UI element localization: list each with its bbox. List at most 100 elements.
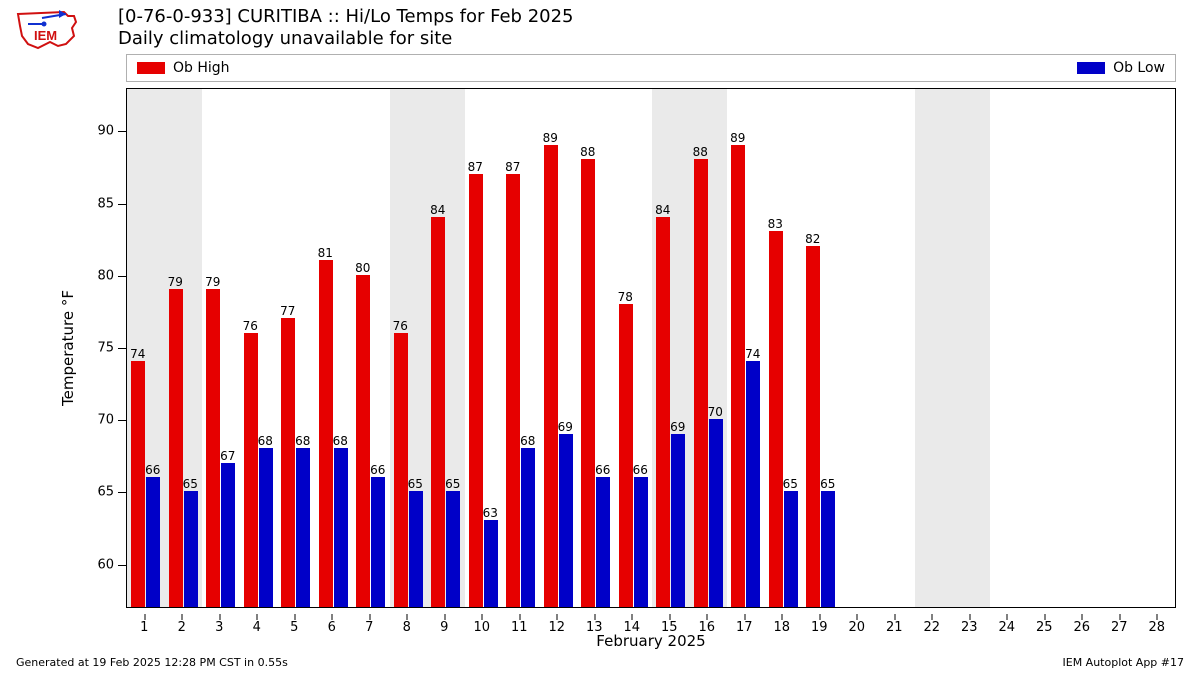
low-bar-label: 68: [295, 434, 310, 448]
high-bar-label: 79: [205, 275, 220, 289]
weekend-band: [915, 89, 990, 607]
high-bar: [469, 174, 483, 607]
low-bar: [146, 477, 160, 607]
chart-title: [0-76-0-933] CURITIBA :: Hi/Lo Temps for…: [118, 6, 574, 50]
x-tick-label: 20: [848, 620, 865, 635]
x-tick-label: 4: [253, 620, 261, 635]
high-bar-label: 89: [730, 131, 745, 145]
legend-high: Ob High: [137, 60, 230, 76]
low-bar-label: 65: [445, 477, 460, 491]
high-bar: [244, 333, 258, 607]
svg-text:IEM: IEM: [34, 28, 57, 43]
high-bar-label: 82: [805, 232, 820, 246]
high-bar: [694, 159, 708, 607]
high-bar-label: 84: [430, 203, 445, 217]
high-bar: [619, 304, 633, 607]
low-bar: [559, 434, 573, 607]
low-bar: [634, 477, 648, 607]
legend: Ob High Ob Low: [126, 54, 1176, 82]
low-bar: [521, 448, 535, 607]
high-bar: [544, 145, 558, 607]
low-bar: [221, 463, 235, 607]
low-bar: [259, 448, 273, 607]
high-bar: [319, 260, 333, 607]
low-bar-label: 63: [483, 506, 498, 520]
x-tick-label: 3: [215, 620, 223, 635]
x-tick-label: 28: [1148, 620, 1165, 635]
title-line2: Daily climatology unavailable for site: [118, 28, 574, 50]
y-tick-label: 90: [97, 124, 126, 139]
x-tick-label: 11: [511, 620, 528, 635]
title-line1: [0-76-0-933] CURITIBA :: Hi/Lo Temps for…: [118, 6, 574, 28]
y-tick-label: 60: [97, 557, 126, 572]
x-tick-label: 22: [923, 620, 940, 635]
low-bar: [184, 491, 198, 607]
x-tick-label: 10: [473, 620, 490, 635]
x-tick-label: 27: [1111, 620, 1128, 635]
low-bar: [671, 434, 685, 607]
chart-frame: Temperature °F February 2025 74667965796…: [126, 88, 1176, 608]
legend-high-label: Ob High: [173, 60, 230, 76]
low-bar-label: 69: [670, 420, 685, 434]
high-bar: [206, 289, 220, 607]
low-bar-label: 65: [820, 477, 835, 491]
x-tick-label: 18: [773, 620, 790, 635]
high-bar-label: 88: [580, 145, 595, 159]
low-bar-label: 69: [558, 420, 573, 434]
x-tick-label: 25: [1036, 620, 1053, 635]
y-tick-label: 75: [97, 341, 126, 356]
high-bar: [431, 217, 445, 607]
high-bar-label: 81: [318, 246, 333, 260]
x-tick-label: 1: [140, 620, 148, 635]
high-bar: [806, 246, 820, 607]
x-axis-label: February 2025: [596, 632, 705, 650]
low-bar: [371, 477, 385, 607]
low-bar: [296, 448, 310, 607]
x-tick-label: 24: [998, 620, 1015, 635]
high-bar-label: 83: [768, 217, 783, 231]
low-bar: [334, 448, 348, 607]
x-tick-label: 8: [403, 620, 411, 635]
low-bar: [746, 361, 760, 607]
high-bar: [131, 361, 145, 607]
low-bar-label: 74: [745, 347, 760, 361]
x-tick-label: 12: [548, 620, 565, 635]
x-tick-label: 13: [586, 620, 603, 635]
low-bar: [596, 477, 610, 607]
high-bar-label: 76: [393, 319, 408, 333]
high-bar: [169, 289, 183, 607]
high-bar-label: 76: [243, 319, 258, 333]
x-tick-label: 26: [1073, 620, 1090, 635]
y-axis-label: Temperature °F: [59, 290, 77, 406]
high-bar-label: 78: [618, 290, 633, 304]
high-bar: [731, 145, 745, 607]
high-bar-label: 77: [280, 304, 295, 318]
low-bar-label: 66: [633, 463, 648, 477]
legend-high-swatch: [137, 62, 165, 74]
low-bar: [484, 520, 498, 607]
low-bar-label: 68: [520, 434, 535, 448]
low-bar: [446, 491, 460, 607]
x-tick-label: 6: [328, 620, 336, 635]
x-tick-label: 7: [365, 620, 373, 635]
legend-low: Ob Low: [1077, 60, 1165, 76]
high-bar: [394, 333, 408, 607]
low-bar-label: 67: [220, 449, 235, 463]
high-bar-label: 84: [655, 203, 670, 217]
y-tick-label: 70: [97, 413, 126, 428]
x-tick-label: 15: [661, 620, 678, 635]
high-bar: [506, 174, 520, 607]
low-bar-label: 65: [183, 477, 198, 491]
low-bar: [709, 419, 723, 607]
x-tick-label: 9: [440, 620, 448, 635]
footer-appid: IEM Autoplot App #17: [1063, 656, 1185, 669]
low-bar-label: 68: [258, 434, 273, 448]
low-bar: [784, 491, 798, 607]
x-tick-label: 16: [698, 620, 715, 635]
low-bar-label: 66: [595, 463, 610, 477]
low-bar: [821, 491, 835, 607]
legend-low-swatch: [1077, 62, 1105, 74]
low-bar-label: 65: [783, 477, 798, 491]
high-bar: [356, 275, 370, 607]
x-tick-label: 2: [178, 620, 186, 635]
